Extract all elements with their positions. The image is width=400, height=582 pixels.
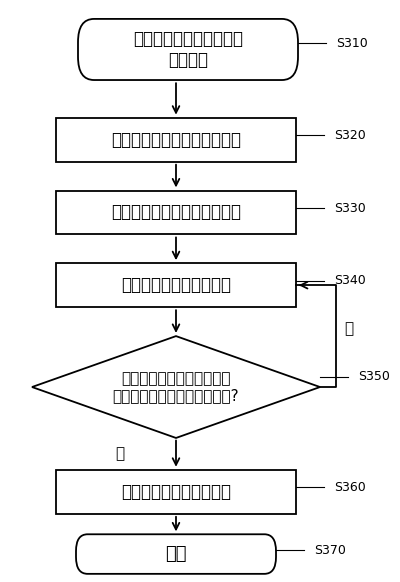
Text: 设置当前刷新周期门限值: 设置当前刷新周期门限值 xyxy=(121,483,231,501)
Text: S350: S350 xyxy=(358,370,390,384)
Text: 运动画面刷新周期门限值存储: 运动画面刷新周期门限值存储 xyxy=(111,204,241,221)
Text: S370: S370 xyxy=(314,544,346,556)
Bar xyxy=(56,191,296,234)
FancyBboxPatch shape xyxy=(78,19,298,80)
Text: 是: 是 xyxy=(116,446,124,462)
Text: 运动画面刷新周期门限值设定: 运动画面刷新周期门限值设定 xyxy=(111,131,241,148)
Text: S310: S310 xyxy=(336,37,368,50)
Text: 液晶电视运动补偿的方法
功能入口: 液晶电视运动补偿的方法 功能入口 xyxy=(133,30,243,69)
FancyBboxPatch shape xyxy=(76,534,276,574)
Text: 退出: 退出 xyxy=(165,545,187,563)
Text: 否: 否 xyxy=(344,321,353,336)
Polygon shape xyxy=(32,336,320,438)
Text: 是运动画面且一定显示区域
范围内刷新周期超过门限值吗?: 是运动画面且一定显示区域 范围内刷新周期超过门限值吗? xyxy=(113,371,239,403)
Bar xyxy=(56,263,296,307)
Text: S340: S340 xyxy=(334,274,366,288)
Bar xyxy=(56,470,296,514)
Text: S330: S330 xyxy=(334,201,366,215)
Bar xyxy=(56,118,296,161)
Text: S360: S360 xyxy=(334,481,366,494)
Text: 获取当前播放节目源类别: 获取当前播放节目源类别 xyxy=(121,276,231,294)
Text: S320: S320 xyxy=(334,129,366,142)
